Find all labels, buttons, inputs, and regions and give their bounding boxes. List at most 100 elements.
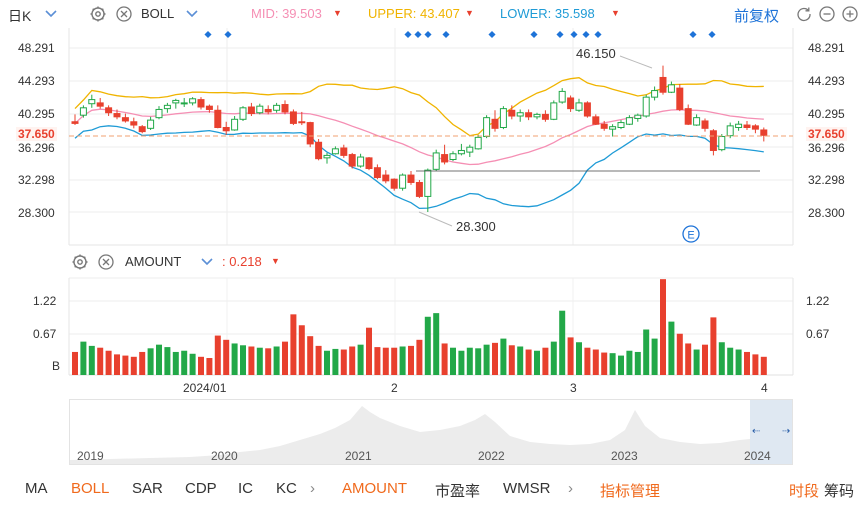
price-tick: 44.293 [18,74,55,88]
price-tick: 28.300 [18,206,55,220]
volume-tick: B [52,359,61,373]
event-dot [224,30,232,39]
candle [163,102,171,113]
price-tick: 48.291 [808,41,845,55]
candle [642,94,650,118]
volume-bar [559,310,566,375]
volume-bar [114,354,120,375]
volume-bar [105,350,112,375]
chevron-right-icon[interactable]: › [568,480,573,497]
candle [751,124,759,134]
period-selector[interactable]: 日K [8,8,32,24]
zoom-out-icon[interactable] [818,5,836,23]
volume-indicator-selector[interactable]: AMOUNT [125,254,182,269]
tab-ma[interactable]: MA [25,480,48,497]
candle [79,105,87,118]
volume-bar [332,348,339,375]
event-marker-icon[interactable]: E [682,225,700,243]
tab-pe-ratio[interactable]: 市盈率 [435,483,481,500]
volume-bar [634,351,641,375]
candle [567,95,575,112]
tab-cdp[interactable]: CDP [185,480,217,497]
chevron-right-icon[interactable]: › [310,480,315,497]
volume-bar [374,347,381,375]
volume-bar [206,358,213,375]
chevron-down-icon[interactable] [186,10,198,18]
tab-boll[interactable]: BOLL [71,480,110,497]
reset-icon[interactable] [795,5,813,23]
event-dot [488,30,496,39]
indicator-selector[interactable]: BOLL [141,6,175,21]
overview-navigator[interactable]: ⇠ ⇢ [69,399,793,465]
right-handle-icon[interactable]: ⇢ [782,426,791,437]
candle [231,116,239,131]
settings-icon[interactable] [89,5,107,23]
down-arrow-icon: ▼ [611,8,620,18]
candle [172,98,180,109]
time-period-button[interactable]: 时段 [789,483,820,500]
indicator-manage-button[interactable]: 指标管理 [600,483,661,500]
adjust-mode-button[interactable]: 前复权 [734,8,780,25]
tab-kc[interactable]: KC [276,480,297,497]
volume-bar [618,355,624,375]
candle [516,109,524,122]
candle [457,143,465,156]
event-dot [404,30,412,39]
candle [331,146,339,155]
candle [726,122,734,139]
volume-bar [710,317,717,375]
candlestick-chart[interactable]: 46.150 28.300 E [0,0,865,400]
candle [575,98,583,112]
candle [357,153,365,168]
volume-bar [349,346,356,375]
chip-distribution-button[interactable]: 筹码 [824,483,855,500]
candle [693,114,701,126]
zoom-in-icon[interactable] [841,5,859,23]
volume-bar [416,339,423,375]
price-tick: 40.295 [808,107,845,121]
tab-sar[interactable]: SAR [132,480,163,497]
settings-icon[interactable] [71,253,89,271]
chevron-down-icon[interactable] [201,258,213,266]
upper-band-line [74,77,764,137]
volume-bar [88,345,95,375]
tab-amount[interactable]: AMOUNT [342,480,407,497]
mid-band-line [74,108,764,166]
candle [365,157,373,171]
volume-bar [214,335,221,375]
volume-bar [592,349,599,375]
close-circle-icon[interactable] [115,5,133,23]
candle [180,97,188,107]
candle [718,134,726,152]
volume-tick: 0.67 [806,327,830,341]
candle [298,111,306,126]
candle [113,109,121,120]
volume-bar [718,342,725,375]
candle [651,86,659,101]
candle [583,101,591,118]
x-axis-label: 4 [761,381,768,395]
volume-bar [492,342,498,375]
volume-bar [282,341,288,375]
volume-readout: : 0.218 [222,254,262,269]
volume-bar [450,347,456,375]
price-tick: 36.296 [808,141,845,155]
event-dot [582,30,590,39]
volume-bar [584,347,591,375]
tab-wmsr[interactable]: WMSR [503,480,551,497]
close-circle-icon[interactable] [97,253,115,271]
candle [315,138,323,161]
candle [600,120,608,131]
candle [449,151,457,162]
volume-bar [340,349,347,375]
event-dot [570,30,578,39]
left-handle-icon[interactable]: ⇠ [752,426,761,437]
volume-bar [164,347,171,375]
candle [525,109,533,121]
candle [281,100,289,115]
tab-ic[interactable]: IC [238,480,253,497]
price-tick: 44.293 [808,74,845,88]
chevron-down-icon[interactable] [45,10,57,18]
navigator-selection[interactable] [750,400,792,464]
volume-bar [391,347,398,375]
